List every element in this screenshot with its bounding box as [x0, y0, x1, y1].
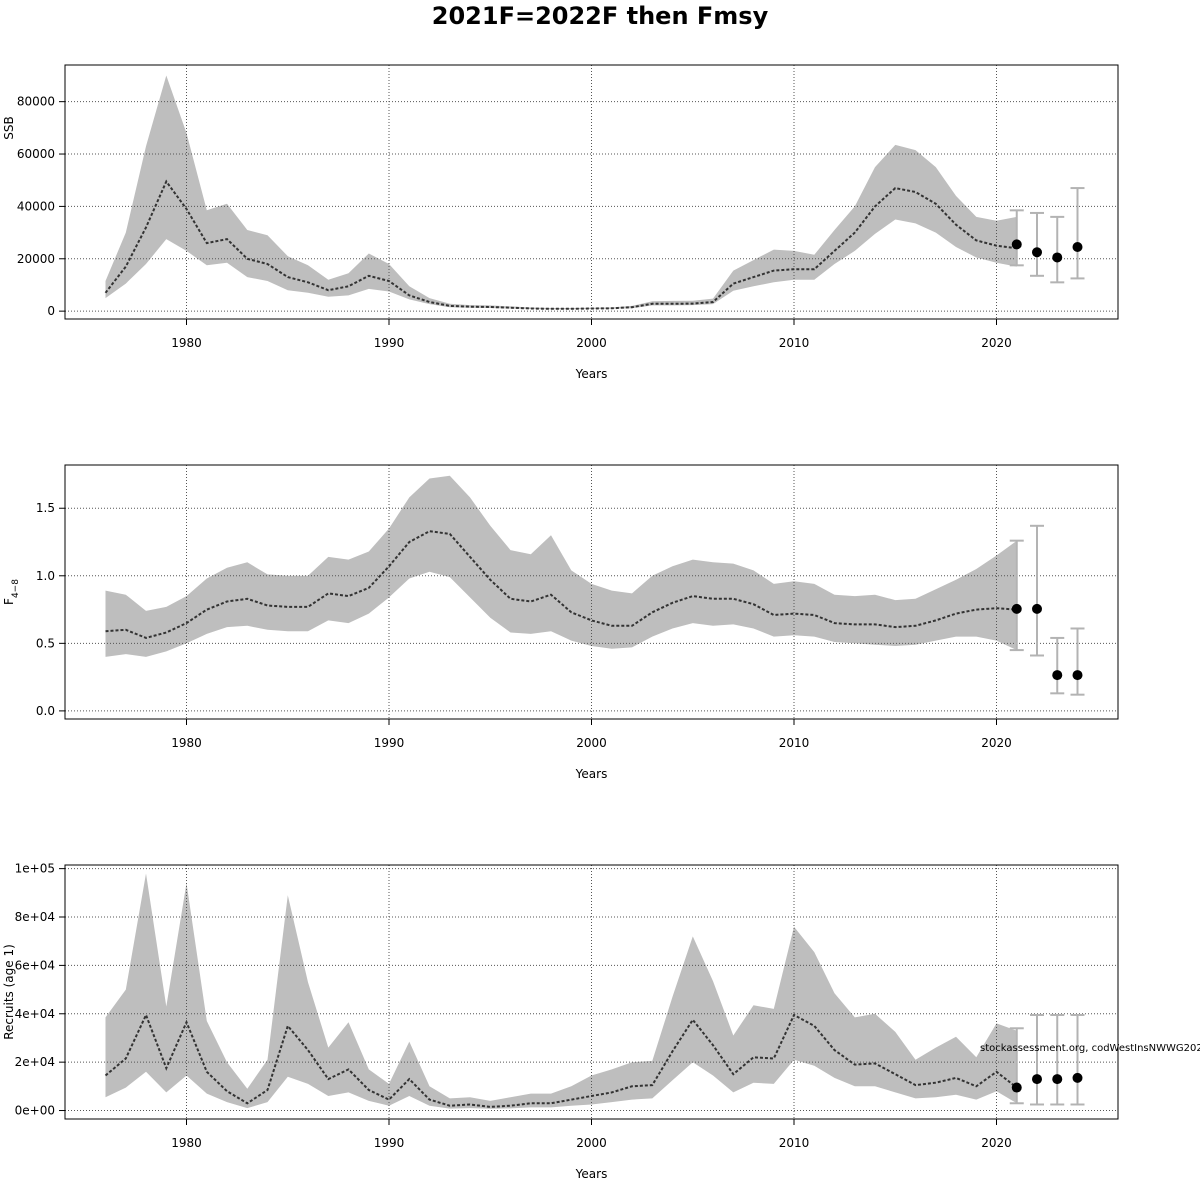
- forecast-errorbar: [1009, 209, 1024, 267]
- forecast-point: [1011, 239, 1022, 250]
- y-tick-label: 0: [47, 304, 55, 318]
- forecast-errorbar: [1050, 1013, 1065, 1106]
- forecast-errorbar: [1050, 636, 1065, 695]
- y-tick-label: 4e+04: [15, 1007, 55, 1021]
- confidence-band: [105, 873, 1017, 1109]
- forecast-errorbar: [1030, 211, 1044, 277]
- y-tick-label: 0.5: [36, 636, 55, 650]
- x-tick-label: 2010: [779, 1136, 810, 1150]
- forecast-errorbar: [1030, 524, 1044, 657]
- confidence-band: [105, 75, 1017, 310]
- y-tick-label: 2e+04: [15, 1055, 55, 1069]
- panel-1: 1980 1990 2000 2010 2020 0 20000 40000 60000 8000…: [2, 64, 1119, 381]
- x-tick-label: 1980: [171, 1136, 202, 1150]
- forecast-point: [1052, 1074, 1063, 1085]
- figure-title: 2021F=2022F then Fmsy: [432, 2, 769, 30]
- x-tick-label: 2020: [981, 1136, 1012, 1150]
- forecast-point: [1032, 1074, 1042, 1085]
- forecast-point: [1032, 247, 1042, 258]
- forecast-point: [1072, 670, 1083, 681]
- y-tick-label: 60000: [17, 147, 55, 161]
- y-tick-label: 20000: [17, 252, 55, 266]
- estimate-line: [104, 1012, 1018, 1108]
- estimate-line: [104, 179, 1017, 310]
- y-tick-label: 1.0: [36, 569, 55, 583]
- x-tick-label: 1980: [171, 736, 202, 750]
- estimate-line: [105, 530, 1017, 639]
- forecast-point: [1032, 603, 1042, 614]
- confidence-band: [105, 475, 1017, 657]
- forecast-errorbar: [1050, 215, 1065, 284]
- forecast-point: [1072, 1072, 1083, 1083]
- y-tick-label: 1e+05: [15, 862, 55, 876]
- x-tick-label: 2000: [576, 336, 607, 350]
- x-tick-label: 2000: [576, 1136, 607, 1150]
- y-tick-label: 0.0: [36, 704, 55, 718]
- forecast-errorbar: [1009, 539, 1024, 652]
- x-axis-label: Years: [575, 1167, 608, 1181]
- forecast-point: [1072, 241, 1083, 252]
- y-axis-label: Recruits (age 1): [2, 944, 16, 1040]
- forecast-point: [1052, 252, 1063, 263]
- y-tick-label: 0e+00: [15, 1104, 55, 1118]
- y-tick-label: 1.5: [36, 501, 55, 515]
- forecast-errorbar: [1030, 1013, 1044, 1106]
- x-tick-label: 2010: [779, 736, 810, 750]
- forecast-point: [1011, 1082, 1022, 1093]
- forecast-errorbar: [1070, 1013, 1085, 1106]
- y-tick-label: 40000: [17, 199, 55, 213]
- y-tick-label: 80000: [17, 95, 55, 109]
- y-tick-label: 8e+04: [15, 910, 55, 924]
- x-axis-label: Years: [575, 367, 608, 381]
- forecast-errorbar: [1070, 627, 1085, 696]
- x-tick-label: 1980: [171, 336, 202, 350]
- x-tick-label: 2010: [779, 336, 810, 350]
- x-tick-label: 2020: [981, 736, 1012, 750]
- panels: 1980 1990 2000 2010 2020 0 20000 40000 60000 8000…: [2, 64, 1200, 1181]
- x-tick-label: 1990: [374, 1136, 405, 1150]
- x-tick-label: 2000: [576, 736, 607, 750]
- x-axis-label: Years: [575, 767, 608, 781]
- x-tick-label: 1990: [374, 736, 405, 750]
- y-axis-label: SSB: [2, 116, 16, 139]
- forecast-errorbar: [1070, 187, 1085, 280]
- source-note: stockassessment.org, codWestInsNWWG2023: [980, 1043, 1200, 1054]
- x-tick-label: 1990: [374, 336, 405, 350]
- x-tick-label: 2020: [981, 336, 1012, 350]
- panel-2: 1980 1990 2000 2010 20200.00.51.01.5YearsF4−…: [2, 464, 1119, 781]
- forecast-point: [1052, 670, 1063, 681]
- panel-3: 1980 1990 2000 2010 2020 0e+00 2e+04 4e+04 6e+04…: [2, 862, 1119, 1181]
- y-tick-label: 6e+04: [15, 958, 55, 972]
- forecast-point: [1011, 603, 1022, 614]
